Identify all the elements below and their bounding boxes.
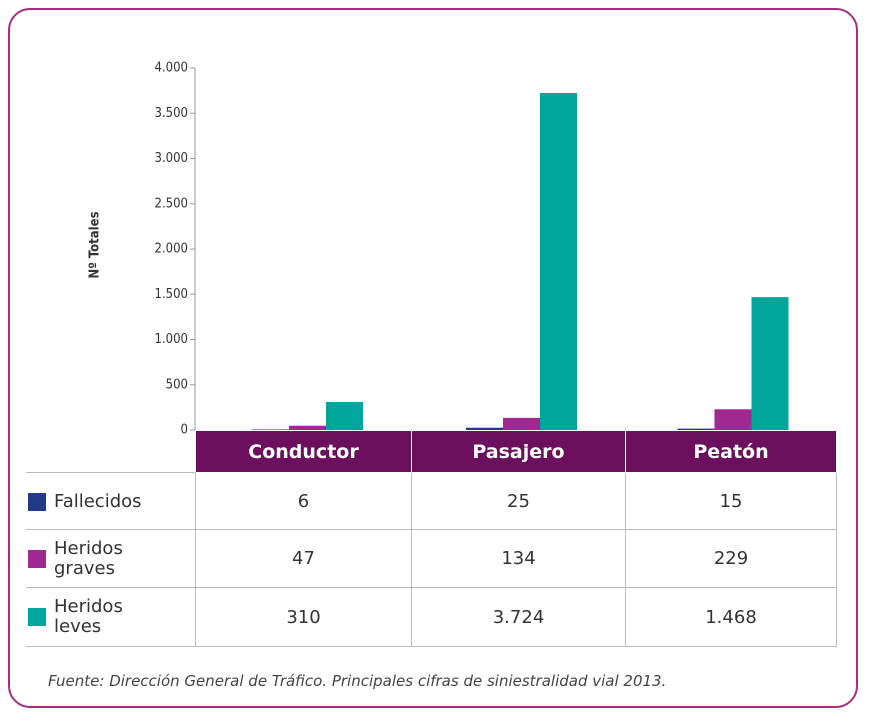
source: Fuente: Dirección General de Tráfico. Pr… (48, 672, 667, 690)
value-cell: 229 (625, 529, 837, 588)
bar (503, 417, 540, 430)
y-axis-label: Nº Totales (88, 211, 103, 278)
value-cell: 15 (625, 472, 837, 530)
legend-swatch (28, 549, 46, 568)
header-row: Conductor Pasajero Peatón (26, 430, 837, 473)
category-header: Conductor (195, 430, 412, 473)
y-tick-label: 1.500 (155, 287, 188, 302)
bar (252, 429, 289, 430)
bar (289, 425, 326, 430)
legend-cell: Heridos graves (26, 529, 196, 588)
data-row: Heridos leves 310 3.724 1.468 (26, 587, 837, 647)
value-cell: 25 (411, 472, 626, 530)
bar (677, 428, 715, 430)
legend-swatch (28, 608, 46, 626)
y-tick-label: 1.000 (155, 332, 188, 347)
y-tick-label: 0 (181, 423, 188, 438)
blank-cell (26, 430, 196, 473)
legend-label: Heridos leves (54, 596, 123, 637)
y-tick-label: 4.000 (155, 61, 188, 76)
value-cell: 6 (195, 472, 412, 530)
legend-cell: Heridos leves (26, 587, 196, 647)
legend-label: Heridos graves (54, 537, 123, 579)
bar (466, 427, 503, 430)
data-table: Conductor Pasajero Peatón Fallecidos 6 25 15 He… (26, 430, 837, 647)
data-row: Heridos graves 47 134 229 (26, 529, 837, 588)
y-tick-label: 3.000 (155, 151, 188, 166)
value-cell: 134 (411, 529, 626, 588)
value-cell: 310 (195, 587, 412, 647)
bar (326, 401, 363, 430)
value-cell: 47 (195, 529, 412, 588)
y-tick-label: 500 (166, 377, 188, 392)
y-tick-label: 2.500 (155, 196, 188, 211)
frame (8, 8, 858, 708)
legend-cell: Fallecidos (26, 472, 196, 530)
value-cell: 3.724 (411, 587, 626, 647)
legend-label: Fallecidos (54, 490, 142, 512)
bar (714, 409, 752, 430)
category-header: Pasajero (411, 430, 626, 473)
legend-swatch (28, 492, 46, 511)
bar (751, 297, 789, 430)
y-tick-label: 2.000 (155, 242, 188, 257)
data-row: Fallecidos 6 25 15 (26, 472, 837, 530)
value-cell: 1.468 (625, 587, 837, 647)
y-tick-label: 3.500 (155, 106, 188, 121)
category-header: Peatón (625, 430, 837, 473)
bar (540, 92, 577, 430)
